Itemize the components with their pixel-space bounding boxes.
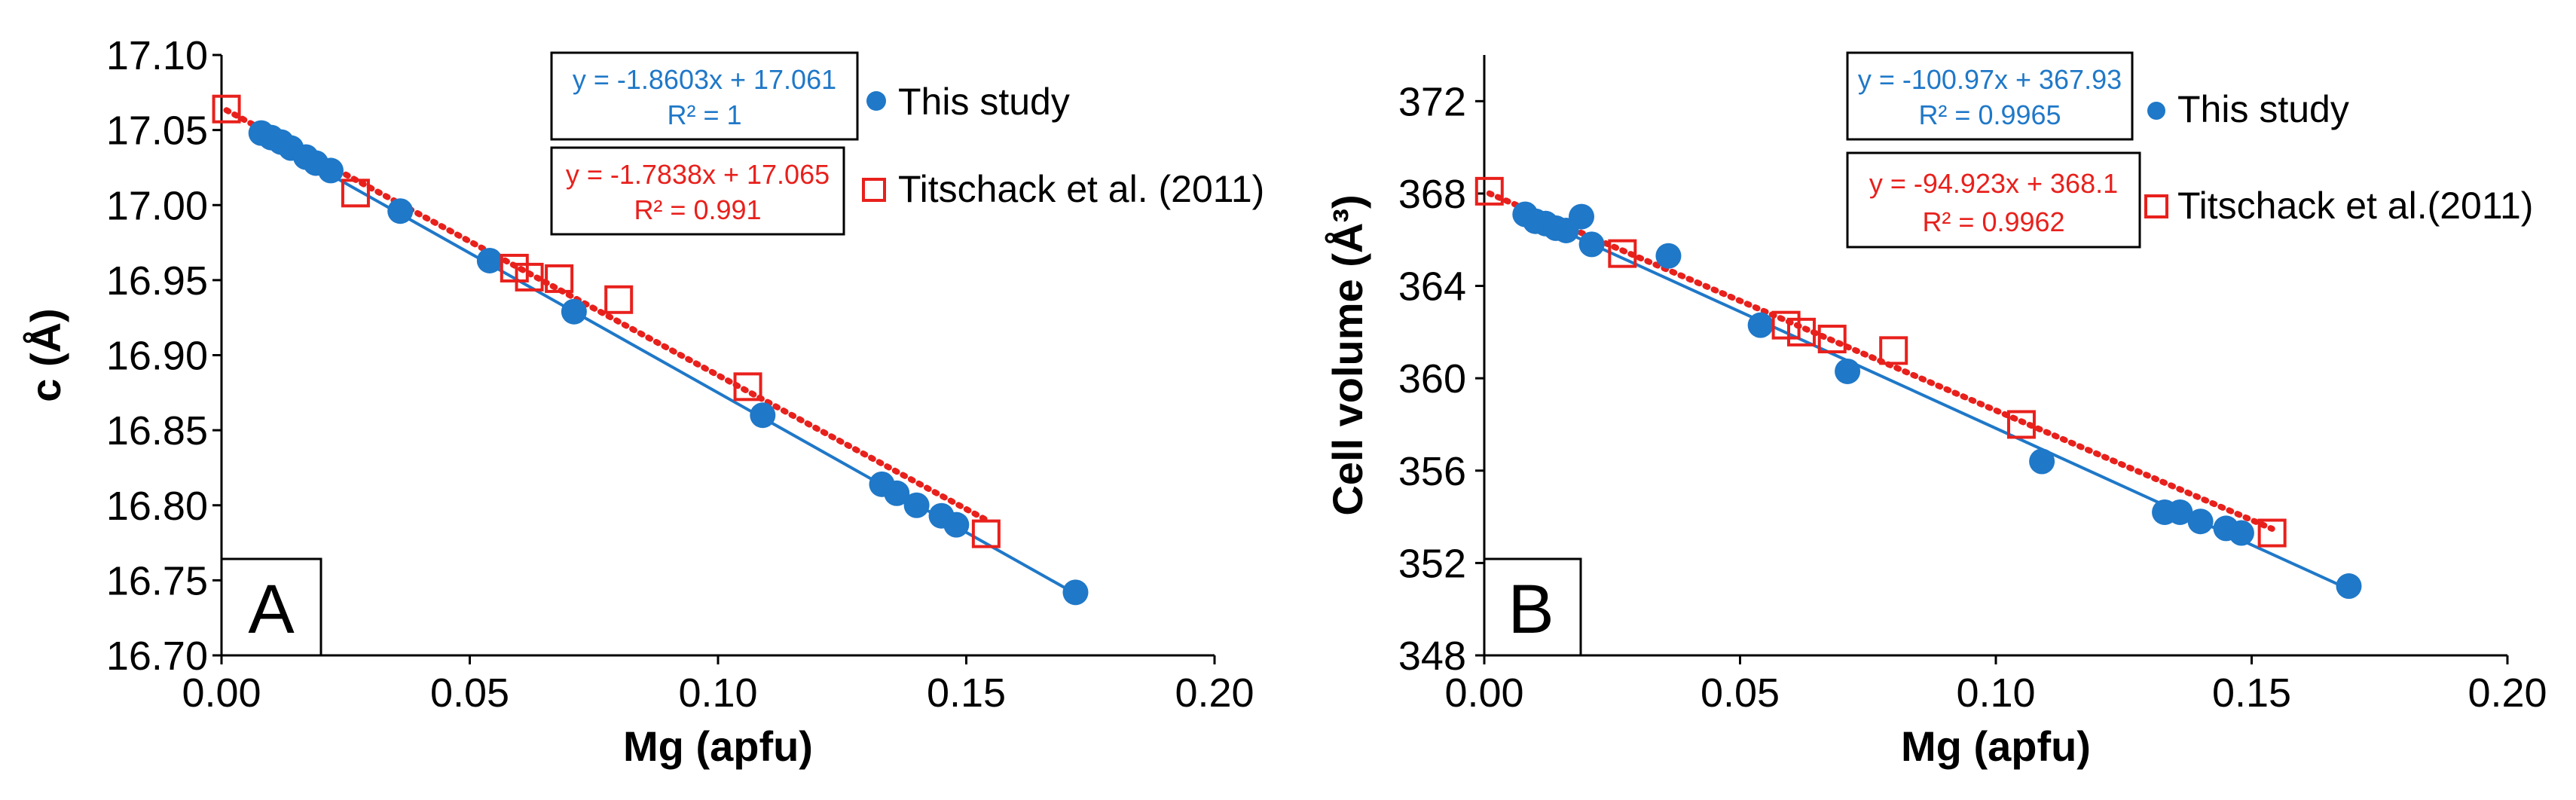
equation-box-this-study-a: y = -1.8603x + 17.061 R² = 1 bbox=[550, 51, 859, 141]
y-tick-label-a: 17.10 bbox=[106, 33, 208, 78]
equation-this-study-a: y = -1.8603x + 17.061 bbox=[573, 64, 836, 95]
y-tick-label-b: 368 bbox=[1398, 172, 1466, 217]
y-axis-title-a: c (Å) bbox=[22, 308, 69, 402]
data-point-titschack-b bbox=[1879, 336, 1908, 365]
x-tick-label-b: 0.05 bbox=[1701, 670, 1780, 716]
trendline-titschack-a bbox=[223, 107, 989, 524]
r2-titschack-a: R² = 0.991 bbox=[634, 194, 761, 225]
x-tick-label-b: 0.20 bbox=[2468, 670, 2547, 716]
r2-this-study-a: R² = 1 bbox=[667, 99, 741, 130]
equation-titschack-b: y = -94.923x + 368.1 bbox=[1869, 168, 2118, 199]
equation-box-titschack-a: y = -1.7838x + 17.065 R² = 0.991 bbox=[550, 146, 845, 236]
y-tick-label-b: 372 bbox=[1398, 79, 1466, 124]
legend-a: This study Titschack et al. (2011) bbox=[862, 81, 1264, 210]
y-tick-label-a: 16.90 bbox=[106, 334, 208, 379]
y-tick-label-a: 16.80 bbox=[106, 484, 208, 529]
x-tick-label-b: 0.00 bbox=[1444, 670, 1523, 716]
y-tick-label-b: 360 bbox=[1398, 356, 1466, 402]
r2-this-study-b: R² = 0.9965 bbox=[1918, 99, 2061, 130]
y-tick-label-a: 17.00 bbox=[106, 183, 208, 228]
data-point-this-study-a bbox=[476, 247, 503, 273]
data-point-titschack-a bbox=[500, 253, 529, 282]
equation-titschack-a: y = -1.7838x + 17.065 bbox=[566, 159, 830, 190]
equation-box-titschack-b: y = -94.923x + 368.1 R² = 0.9962 bbox=[1846, 151, 2141, 249]
data-point-titschack-a bbox=[212, 94, 241, 124]
x-tick-label-a: 0.20 bbox=[1175, 670, 1254, 716]
equation-this-study-b: y = -100.97x + 367.93 bbox=[1858, 64, 2122, 95]
data-point-this-study-b bbox=[2336, 573, 2362, 600]
x-tick-label-b: 0.15 bbox=[2212, 670, 2291, 716]
plot-area-a: 16.70 16.75 16.80 16.85 16.90 16.95 17.00 17.05… bbox=[22, 33, 1254, 770]
legend-label-this-study-a: This study bbox=[898, 81, 1070, 123]
data-point-this-study-a bbox=[1062, 579, 1089, 606]
x-tick-label-a: 0.05 bbox=[430, 670, 509, 716]
data-point-this-study-a bbox=[903, 492, 930, 518]
data-point-titschack-a bbox=[604, 285, 634, 314]
y-axis-title-b: Cell volume (Å³) bbox=[1324, 194, 1371, 515]
data-point-this-study-b bbox=[1569, 203, 1595, 230]
data-point-this-study-b bbox=[2228, 520, 2254, 546]
data-point-titschack-b bbox=[1608, 239, 1637, 268]
x-tick-label-b: 0.10 bbox=[1956, 670, 2035, 716]
data-point-this-study-a bbox=[943, 511, 970, 538]
legend-marker-titschack-b bbox=[2144, 194, 2168, 218]
data-point-titschack-a bbox=[971, 519, 1001, 548]
panel-label-b: B bbox=[1483, 557, 1582, 657]
data-point-titschack-b bbox=[1786, 317, 1816, 347]
plot-area-b: 348 352 356 360 364 368 372 0.00 0.05 0.10 0.15 0.2… bbox=[1324, 55, 2547, 770]
data-point-this-study-a bbox=[561, 298, 587, 325]
data-point-titschack-b bbox=[1474, 176, 1504, 206]
y-tick-label-a: 16.95 bbox=[106, 258, 208, 304]
panel-letter-b: B bbox=[1508, 571, 1554, 648]
y-tick-label-b: 356 bbox=[1398, 449, 1466, 494]
legend-b: This study Titschack et al.(2011) bbox=[2144, 88, 2533, 227]
equation-box-this-study-b: y = -100.97x + 367.93 R² = 0.9965 bbox=[1846, 51, 2134, 141]
data-point-this-study-a bbox=[884, 480, 910, 506]
y-tick-label-b: 352 bbox=[1398, 541, 1466, 586]
data-point-titschack-b bbox=[1771, 310, 1801, 340]
y-tick-label-a: 16.70 bbox=[106, 634, 208, 679]
y-tick-label-b: 348 bbox=[1398, 634, 1466, 679]
x-tick-label-a: 0.15 bbox=[927, 670, 1006, 716]
y-tick-label-a: 16.75 bbox=[106, 558, 208, 603]
data-point-titschack-a bbox=[545, 264, 574, 293]
x-tick-label-a: 0.10 bbox=[678, 670, 757, 716]
panel-letter-a: A bbox=[248, 571, 295, 648]
legend-marker-this-study-b bbox=[2147, 102, 2165, 120]
data-point-this-study-b bbox=[1655, 243, 1682, 269]
legend-marker-titschack-a bbox=[862, 178, 886, 202]
legend-label-titschack-a: Titschack et al. (2011) bbox=[898, 168, 1264, 210]
data-point-titschack-a bbox=[733, 372, 762, 402]
data-point-this-study-b bbox=[1747, 312, 1774, 338]
r2-titschack-b: R² = 0.9962 bbox=[1922, 206, 2064, 237]
y-tick-label-b: 364 bbox=[1398, 264, 1466, 310]
data-point-titschack-a bbox=[515, 262, 544, 292]
x-axis-title-b: Mg (apfu) bbox=[1901, 722, 2091, 770]
x-tick-label-a: 0.00 bbox=[182, 670, 261, 716]
data-point-this-study-a bbox=[387, 198, 414, 224]
legend-marker-this-study-a bbox=[866, 91, 886, 111]
chart-panel-b: y = -100.97x + 367.93 R² = 0.9965 y = -9… bbox=[1324, 51, 2547, 770]
data-point-this-study-b bbox=[2029, 448, 2055, 475]
panel-label-a: A bbox=[220, 557, 322, 657]
legend-label-this-study-b: This study bbox=[2177, 88, 2349, 130]
legend-label-titschack-b: Titschack et al.(2011) bbox=[2177, 185, 2533, 227]
data-point-this-study-b bbox=[2187, 508, 2214, 535]
data-point-this-study-b bbox=[1578, 231, 1605, 258]
x-axis-title-a: Mg (apfu) bbox=[623, 722, 813, 770]
chart-panel-a: y = -1.8603x + 17.061 R² = 1 y = -1.7838… bbox=[22, 33, 1264, 770]
data-point-this-study-b bbox=[2167, 499, 2193, 525]
data-point-titschack-a bbox=[341, 179, 370, 208]
data-point-this-study-a bbox=[317, 157, 344, 184]
data-point-titschack-b bbox=[1817, 325, 1847, 354]
y-tick-label-a: 17.05 bbox=[106, 108, 208, 154]
data-point-this-study-a bbox=[750, 402, 776, 429]
data-point-titschack-b bbox=[2257, 518, 2287, 548]
data-point-titschack-b bbox=[2006, 410, 2036, 439]
data-point-this-study-b bbox=[1835, 358, 1861, 384]
y-tick-label-a: 16.85 bbox=[106, 408, 208, 453]
